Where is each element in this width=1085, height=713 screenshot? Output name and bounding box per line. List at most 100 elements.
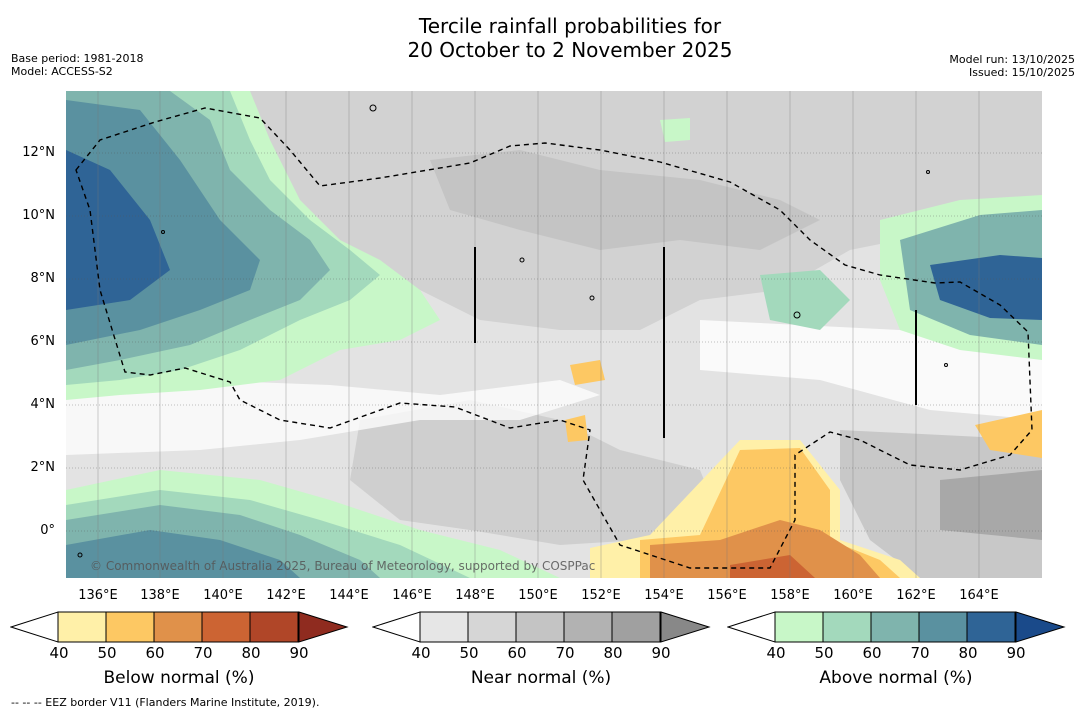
- colorbar-swatch: [870, 611, 920, 643]
- cbar-tick: 40: [766, 644, 786, 662]
- lon-label: 154°E: [644, 588, 684, 603]
- colorbar-near-swatches: [419, 611, 661, 643]
- below-normal-50-zone-east: [975, 410, 1042, 458]
- lat-gridlines: [66, 152, 1042, 532]
- eez-border: [75, 107, 1033, 569]
- near-normal-60-zone: [430, 150, 820, 250]
- meta-right: Model run: 13/10/2025 Issued: 15/10/2025: [949, 53, 1075, 79]
- near-normal-80-zone-east: [940, 470, 1042, 540]
- cbar-tick: 40: [411, 644, 431, 662]
- colorbar-swatch: [563, 611, 613, 643]
- lat-label: 2°N: [30, 460, 56, 475]
- lon-label: 144°E: [329, 588, 369, 603]
- title-line-2: 20 October to 2 November 2025: [407, 38, 733, 62]
- colorbar-swatch: [201, 611, 251, 643]
- lon-label: 152°E: [581, 588, 621, 603]
- lon-label: 148°E: [455, 588, 495, 603]
- neutral-zone: [66, 380, 600, 455]
- model-name: Model: ACCESS-S2: [11, 65, 113, 78]
- cbar-tick: 60: [862, 644, 882, 662]
- above-normal-80-zone-east: [930, 255, 1042, 320]
- cbar-tick: 50: [97, 644, 117, 662]
- lat-label: 10°N: [22, 208, 55, 223]
- cbar-tick: 80: [958, 644, 978, 662]
- lat-label: 8°N: [30, 271, 56, 286]
- near-normal-50-zone-south: [350, 400, 720, 545]
- above-normal-80-zone-west: [66, 150, 170, 310]
- colorbar-swatch: [153, 611, 203, 643]
- colorbar-below-max-arrow: [298, 611, 349, 643]
- eez-border-legend: -- -- -- EEZ border V11 (Flanders Marine…: [11, 696, 320, 709]
- colorbar-below-label: Below normal (%): [103, 668, 255, 688]
- colorbar-swatch: [249, 611, 299, 643]
- colorbar-swatch: [918, 611, 968, 643]
- colorbar-near-max-arrow: [660, 611, 711, 643]
- lat-label: 12°N: [22, 145, 55, 160]
- lon-label: 146°E: [392, 588, 432, 603]
- cbar-tick: 70: [555, 644, 575, 662]
- colorbar-swatch: [467, 611, 517, 643]
- cbar-tick: 90: [651, 644, 671, 662]
- lon-label: 150°E: [518, 588, 558, 603]
- colorbar-swatch: [105, 611, 155, 643]
- base-period: Base period: 1981-2018: [11, 52, 144, 65]
- lat-label: 4°N: [30, 397, 56, 412]
- colorbar-above-label: Above normal (%): [819, 668, 973, 688]
- colorbar-swatch: [822, 611, 872, 643]
- below-normal-70-zone: [730, 555, 815, 578]
- forecast-map: [66, 91, 1042, 578]
- lon-label: 138°E: [140, 588, 180, 603]
- colorbar-near: [372, 611, 711, 643]
- lon-label: 158°E: [770, 588, 810, 603]
- below-normal-60-zone: [650, 520, 880, 578]
- cbar-tick: 60: [507, 644, 527, 662]
- cbar-tick: 70: [193, 644, 213, 662]
- colorbar-above-min-arrow: [727, 611, 776, 643]
- cbar-tick: 90: [289, 644, 309, 662]
- lat-label: 6°N: [30, 334, 56, 349]
- islands: [77, 104, 948, 558]
- issued-date: Issued: 15/10/2025: [968, 66, 1075, 79]
- cbar-tick: 50: [459, 644, 479, 662]
- below-normal-patch: [570, 360, 605, 385]
- lon-gridlines: [97, 91, 980, 578]
- lon-label: 136°E: [78, 588, 118, 603]
- colorbar-swatch: [515, 611, 565, 643]
- above-normal-50-zone-central: [760, 270, 850, 330]
- map-plot-area: [66, 91, 1042, 578]
- cbar-tick: 90: [1006, 644, 1026, 662]
- cbar-tick: 60: [145, 644, 165, 662]
- cbar-tick: 70: [910, 644, 930, 662]
- above-normal-70-zone-south: [66, 530, 300, 578]
- lat-label: 0°: [40, 523, 55, 538]
- colorbar-near-min-arrow: [372, 611, 421, 643]
- cbar-tick: 80: [241, 644, 261, 662]
- colorbar-above-max-arrow: [1015, 611, 1066, 643]
- lon-label: 164°E: [959, 588, 999, 603]
- lon-label: 140°E: [203, 588, 243, 603]
- meta-left: Base period: 1981-2018 Model: ACCESS-S2: [11, 52, 143, 78]
- lon-label: 142°E: [266, 588, 306, 603]
- above-normal-40-patch: [660, 118, 690, 142]
- lon-label: 162°E: [896, 588, 936, 603]
- colorbar-swatch: [774, 611, 824, 643]
- colorbar-below-min-arrow: [10, 611, 59, 643]
- below-normal-patch-2: [565, 415, 588, 442]
- lon-label: 156°E: [707, 588, 747, 603]
- map-title: Tercile rainfall probabilities for 20 Oc…: [0, 14, 1085, 62]
- cbar-tick: 40: [49, 644, 69, 662]
- colorbar-below-swatches: [57, 611, 299, 643]
- colorbar-near-label: Near normal (%): [470, 668, 612, 688]
- colorbar-swatch: [419, 611, 469, 643]
- colorbar-above: [727, 611, 1066, 643]
- title-line-1: Tercile rainfall probabilities for: [418, 14, 722, 38]
- colorbar-swatch: [611, 611, 661, 643]
- copyright-notice: © Commonwealth of Australia 2025, Bureau…: [90, 559, 596, 573]
- cbar-tick: 80: [603, 644, 623, 662]
- colorbar-swatch: [966, 611, 1016, 643]
- colorbar-above-swatches: [774, 611, 1016, 643]
- model-run: Model run: 13/10/2025: [949, 53, 1075, 66]
- colorbar-below: [10, 611, 349, 643]
- lon-label: 160°E: [833, 588, 873, 603]
- cbar-tick: 50: [814, 644, 834, 662]
